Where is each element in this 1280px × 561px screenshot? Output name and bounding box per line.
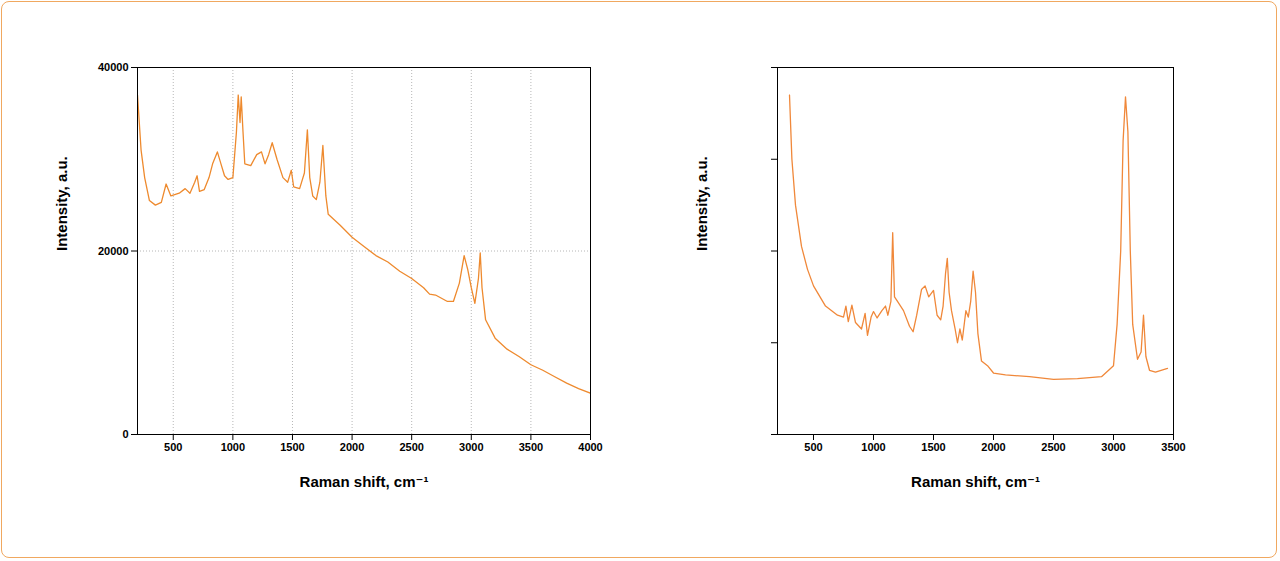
svg-text:2000: 2000: [340, 441, 364, 453]
svg-text:3000: 3000: [459, 441, 483, 453]
svg-text:20000: 20000: [98, 245, 129, 257]
svg-text:Raman shift, cm⁻¹: Raman shift, cm⁻¹: [300, 473, 429, 490]
svg-text:3500: 3500: [1161, 441, 1185, 453]
svg-text:500: 500: [804, 441, 822, 453]
svg-text:1500: 1500: [280, 441, 304, 453]
svg-text:Raman shift, cm⁻¹: Raman shift, cm⁻¹: [911, 473, 1040, 490]
svg-text:4000: 4000: [578, 441, 602, 453]
svg-text:2500: 2500: [1041, 441, 1065, 453]
svg-text:1000: 1000: [221, 441, 245, 453]
svg-text:1500: 1500: [921, 441, 945, 453]
svg-text:2500: 2500: [399, 441, 423, 453]
svg-text:Intensity, a.u.: Intensity, a.u.: [693, 156, 710, 251]
svg-text:500: 500: [164, 441, 182, 453]
svg-text:40000: 40000: [98, 61, 129, 73]
svg-text:1000: 1000: [861, 441, 885, 453]
svg-text:3500: 3500: [519, 441, 543, 453]
svg-text:0: 0: [122, 428, 128, 440]
svg-text:3000: 3000: [1101, 441, 1125, 453]
svg-text:Intensity, a.u.: Intensity, a.u.: [53, 156, 70, 251]
svg-text:2000: 2000: [981, 441, 1005, 453]
